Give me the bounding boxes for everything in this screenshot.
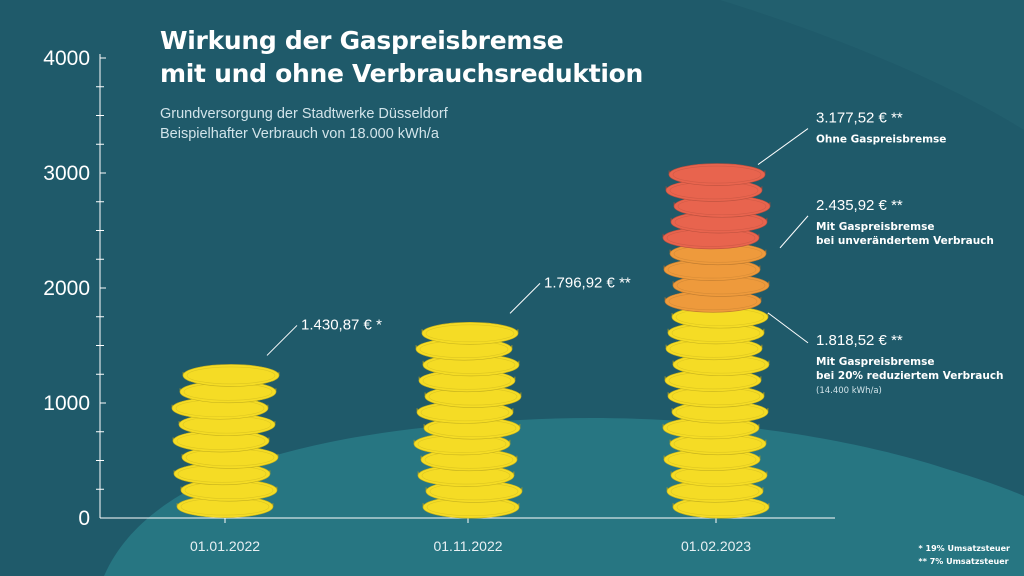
annotations: 1.430,87 € * 1.796,92 € ** 3.177,52 € ** Oh… — [266, 110, 1004, 396]
chart-subtitle-line-2: Beispielhafter Verbrauch von 18.000 kWh/… — [160, 126, 439, 142]
coin — [667, 385, 765, 408]
annotation-description: bei 20% reduziertem Verbrauch — [816, 370, 1004, 382]
annotation-value: 1.430,87 € * — [301, 316, 382, 333]
coin — [176, 495, 274, 518]
coin — [665, 179, 763, 202]
annotation-leader-line — [509, 283, 541, 314]
coin-stack — [171, 364, 280, 518]
annotation-note: (14.400 kWh/a) — [816, 386, 882, 396]
coin — [178, 413, 276, 436]
coin — [173, 462, 271, 486]
coin-stacks — [171, 163, 771, 519]
coin — [417, 464, 515, 487]
y-tick-label: 4000 — [43, 47, 90, 70]
coin-rim — [186, 366, 276, 385]
corner-shade — [720, 0, 1024, 130]
coin — [424, 385, 522, 408]
coin-rim — [425, 324, 515, 343]
y-tick-label: 2000 — [43, 277, 90, 300]
coin — [182, 364, 280, 387]
annotation-value: 3.177,52 € ** — [816, 110, 903, 127]
annotation: 2.435,92 € ** Mit Gaspreisbremse bei unver… — [779, 197, 994, 249]
coin — [171, 396, 269, 420]
annotation-description: Mit Gaspreisbremse — [816, 221, 934, 233]
coin-stack — [662, 163, 771, 519]
annotation: 1.796,92 € ** — [509, 274, 631, 314]
annotation: 1.430,87 € * — [266, 316, 382, 356]
coin-rim — [672, 165, 762, 184]
coin — [665, 337, 763, 361]
chart-title: Wirkung der Gaspreisbremse mit und ohne … — [160, 24, 643, 90]
footnote-vat-19: * 19% Umsatzsteuer — [918, 544, 1010, 553]
annotation-leader-line — [757, 128, 809, 165]
chart-subtitle: Grundversorgung der Stadtwerke Düsseldor… — [160, 104, 448, 144]
annotation-value: 1.818,52 € ** — [816, 332, 903, 349]
annotation-value: 1.796,92 € ** — [544, 274, 631, 291]
x-tick-label: 01.01.2022 — [190, 538, 260, 554]
coin — [181, 446, 279, 469]
annotation-description: bei unverändertem Verbrauch — [816, 235, 994, 247]
chart-subtitle-line-1: Grundversorgung der Stadtwerke Düsseldor… — [160, 106, 448, 122]
coin — [172, 429, 270, 453]
annotation-description: Mit Gaspreisbremse — [816, 356, 934, 368]
background-hill — [104, 0, 1024, 576]
annotation-value: 2.435,92 € ** — [816, 197, 903, 214]
annotation: 3.177,52 € ** Ohne Gaspreisbremse — [757, 110, 946, 165]
hill-shape — [104, 418, 1024, 576]
coin-face — [182, 364, 280, 387]
x-tick-label: 01.11.2022 — [433, 538, 502, 554]
y-tick-label: 3000 — [43, 162, 90, 185]
annotation: 1.818,52 € ** Mit Gaspreisbremse bei 20% r… — [767, 312, 1004, 396]
chart-title-line-2: mit und ohne Verbrauchsreduktion — [160, 59, 644, 88]
coin-face — [421, 322, 519, 345]
footnotes: * 19% Umsatzsteuer ** 7% Umsatzsteuer — [919, 542, 1010, 568]
chart-title-line-1: Wirkung der Gaspreisbremse — [160, 26, 564, 55]
footnote-vat-7: ** 7% Umsatzsteuer — [918, 557, 1009, 566]
y-tick-label: 1000 — [43, 392, 90, 415]
chart-axes: 0 1000 2000 3000 4000 01.01.2022 01.11.2022 01.… — [43, 47, 835, 554]
annotation-description: Ohne Gaspreisbremse — [816, 134, 946, 146]
coin-face — [668, 163, 766, 186]
x-tick-label: 01.02.2023 — [681, 538, 751, 554]
annotation-leader-line — [266, 325, 298, 356]
coin — [179, 380, 277, 404]
coin — [421, 322, 519, 345]
annotation-leader-line — [767, 312, 809, 344]
y-tick-label: 0 — [78, 507, 90, 530]
annotation-leader-line — [779, 215, 809, 249]
coin — [668, 163, 766, 186]
coin-stack — [413, 322, 523, 519]
coin — [422, 495, 520, 519]
